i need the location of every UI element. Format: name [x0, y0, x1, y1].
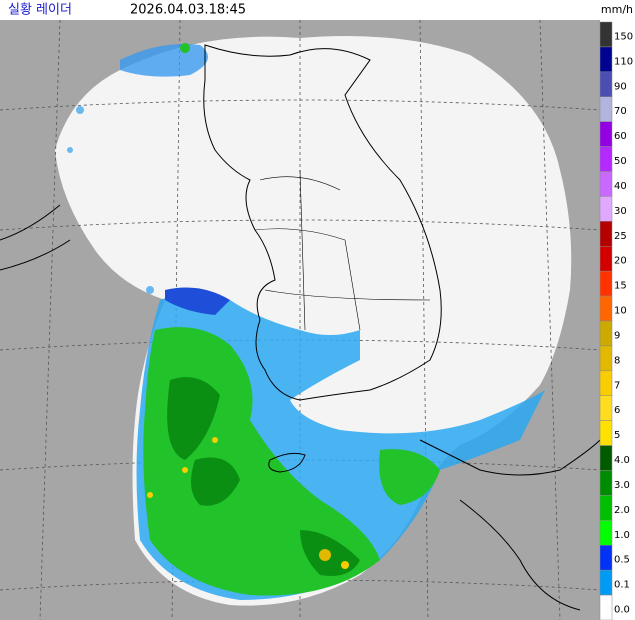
- legend-swatch: [599, 171, 613, 197]
- legend-label: 150: [614, 31, 633, 42]
- legend-label: 40: [614, 181, 627, 192]
- legend-label: 3.0: [614, 480, 630, 491]
- legend-label: 25: [614, 231, 627, 242]
- legend-label: 8: [614, 355, 620, 366]
- legend-swatch: [599, 345, 613, 372]
- legend-swatch: [599, 146, 613, 172]
- province-borders: [254, 169, 431, 331]
- legend-label: 15: [614, 281, 627, 292]
- map: [0, 19, 601, 620]
- legend-swatch: [599, 221, 613, 247]
- coastline: [0, 44, 601, 611]
- legend-swatch: [599, 71, 613, 98]
- legend-label: 4.0: [614, 455, 630, 466]
- legend-label: 110: [614, 56, 633, 67]
- legend-label: 6: [614, 405, 620, 416]
- legend-swatch: [599, 270, 613, 297]
- legend-label: 10: [614, 306, 627, 317]
- legend-label: 5: [614, 430, 620, 441]
- legend-label: 90: [614, 81, 627, 92]
- legend-swatch: [599, 545, 613, 571]
- legend-swatch: [599, 121, 613, 147]
- legend-label: 20: [614, 256, 627, 267]
- legend-swatch: [599, 46, 613, 73]
- title: 실황 레이더: [8, 3, 72, 18]
- legend-label: 70: [614, 106, 627, 117]
- legend-label: 60: [614, 131, 627, 142]
- legend-swatch: [599, 370, 613, 397]
- legend-swatch: [599, 445, 613, 471]
- legend-swatch: [599, 420, 613, 446]
- legend-swatch: [599, 21, 613, 48]
- legend-swatch: [599, 594, 613, 620]
- legend-swatch: [599, 96, 613, 122]
- legend-swatch: [599, 569, 613, 596]
- legend-label: 50: [614, 156, 627, 167]
- unit: mm/h: [601, 3, 633, 16]
- legend-swatch: [599, 470, 613, 496]
- legend-swatch: [599, 520, 613, 546]
- rain: [67, 43, 545, 600]
- legend-label: 0.5: [614, 555, 630, 566]
- legend-swatch: [599, 395, 613, 421]
- legend-label: 0.0: [614, 605, 630, 616]
- legend-swatch: [599, 295, 613, 322]
- legend-swatch: [599, 495, 613, 521]
- legend-label: 7: [614, 380, 620, 391]
- legend-swatch: [599, 320, 613, 347]
- legend-swatch: [599, 246, 613, 272]
- timestamp: 2026.04.03.18:45: [130, 3, 246, 18]
- legend: 150 110 90 70 60 50 40 30 25 20 15 10 9 8 7 6 5 4.0 3.0 2.0…: [599, 21, 633, 620]
- legend-label: 0.1: [614, 580, 630, 591]
- legend-label: 2.0: [614, 505, 630, 516]
- legend-label: 1.0: [614, 530, 630, 541]
- legend-label: 9: [614, 330, 620, 341]
- legend-label: 30: [614, 206, 627, 217]
- legend-swatch: [599, 196, 613, 222]
